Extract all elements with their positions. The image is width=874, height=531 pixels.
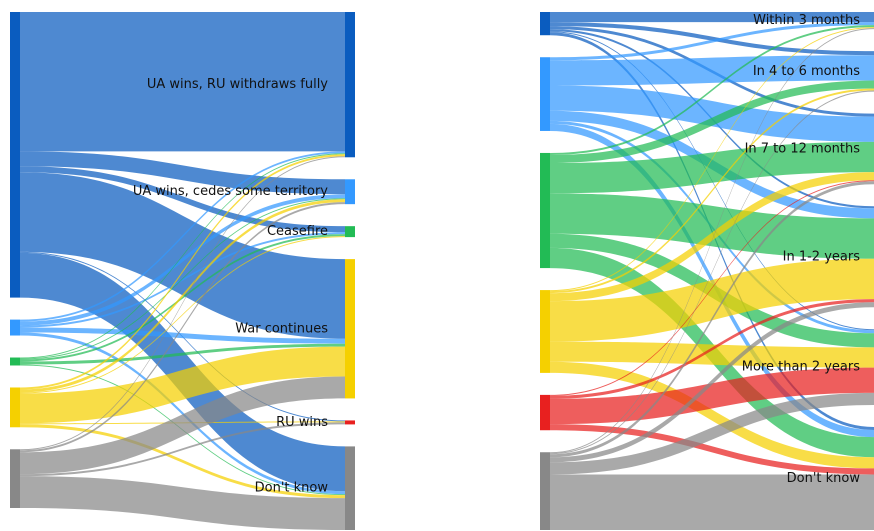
flow [550,22,874,61]
sankey-chart: UA wins, RU withdraws fully UA wins, cede… [10,12,355,530]
flow [550,302,874,463]
target-node [345,259,355,399]
flow [20,194,345,326]
flow [550,258,874,342]
flow [20,343,345,365]
flow [550,299,874,399]
flow [550,90,874,455]
flow [20,199,345,393]
flow [20,424,345,499]
flow [550,141,874,194]
flow [550,341,874,368]
source-node [540,394,550,431]
flow [550,85,874,142]
node-label: More than 2 years [742,360,860,375]
node-label: UA wins, cedes some territory [133,184,328,199]
node-label: Don't know [255,481,329,496]
flow [550,172,874,302]
flow [20,327,345,344]
flow [550,28,874,454]
source-node [540,152,550,269]
source-node [10,319,20,336]
node-label: Within 3 months [753,13,860,28]
flow [20,232,345,328]
flow [550,474,874,530]
links [550,12,874,530]
flow [550,180,874,396]
flow [550,367,874,425]
node-label: UA wins, RU withdraws fully [147,77,328,92]
flow [20,422,345,477]
flow [550,55,874,86]
flow [550,12,874,23]
flow [20,166,345,233]
source-node [540,290,550,373]
node-label: Ceasefire [267,224,328,239]
flow [20,154,345,390]
flow [20,346,345,424]
flow [20,234,345,362]
flow [20,332,345,495]
target-node [345,446,355,530]
flow [20,202,345,453]
flow [20,151,345,322]
flow [20,476,345,530]
flow [550,361,874,469]
flow [550,25,874,155]
node-label: RU wins [276,415,328,430]
flow [20,12,345,152]
flow [550,27,874,292]
flow [20,236,345,394]
source-node [540,452,550,530]
source-node [540,12,550,36]
sankey-chart: Within 3 months In 4 to 6 months In 7 to 1… [540,12,874,530]
source-node [10,12,20,298]
flow [550,22,874,56]
flow [550,193,874,259]
source-node [10,449,20,508]
flow [20,198,345,360]
flow [20,156,345,451]
target-node [345,12,355,158]
node-label: In 1-2 years [783,249,861,264]
source-node [10,357,20,366]
node-label: War continues [235,321,328,336]
source-node [540,57,550,131]
flow [550,88,874,294]
flow [20,376,345,475]
flow [550,181,874,458]
node-label: In 7 to 12 months [745,141,861,156]
links [20,12,345,530]
flow [550,424,874,475]
source-node [10,387,20,428]
node-label: In 4 to 6 months [753,64,860,79]
flow [20,153,345,359]
target-node [345,420,355,425]
target-node [345,226,355,238]
flow [20,151,345,195]
node-label: Don't know [787,471,861,486]
flow [550,392,874,475]
target-node [345,179,355,205]
flow [550,80,874,164]
